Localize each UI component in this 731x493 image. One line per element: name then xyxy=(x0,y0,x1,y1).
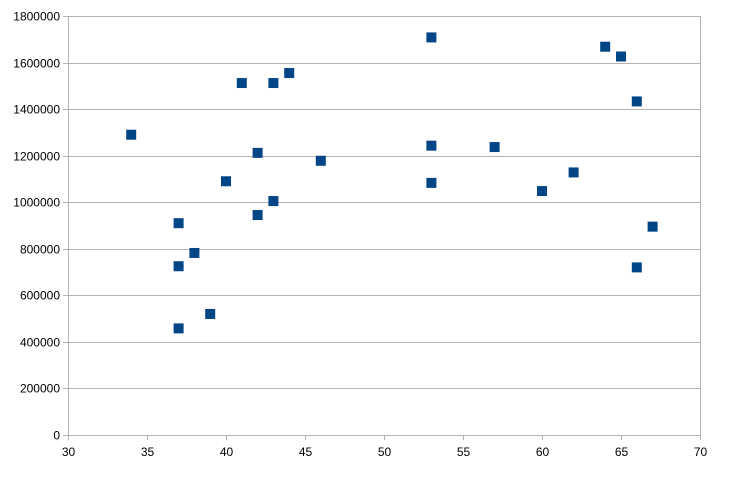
data-point xyxy=(647,221,658,232)
x-tick-label: 50 xyxy=(378,445,392,459)
x-tick-label: 55 xyxy=(457,445,471,459)
y-tick-label: 1000000 xyxy=(13,196,60,210)
x-tick-label: 60 xyxy=(536,445,550,459)
x-tick-label: 70 xyxy=(694,445,708,459)
data-point xyxy=(173,261,184,272)
data-point xyxy=(616,51,626,62)
data-point xyxy=(268,78,279,89)
data-points xyxy=(126,32,658,334)
y-tick-label: 1200000 xyxy=(13,150,60,164)
data-point xyxy=(268,196,279,207)
data-point xyxy=(426,177,437,188)
data-point xyxy=(205,308,216,319)
y-tick-label: 200000 xyxy=(20,382,60,396)
x-tick-label: 35 xyxy=(141,445,155,459)
data-point xyxy=(631,262,642,273)
data-point xyxy=(568,167,579,178)
data-point xyxy=(426,140,437,151)
data-point xyxy=(315,155,326,166)
data-point xyxy=(252,147,263,158)
x-tick-label: 40 xyxy=(220,445,234,459)
data-point xyxy=(221,176,231,187)
data-point xyxy=(236,78,247,89)
y-tick-label: 1600000 xyxy=(13,57,60,71)
x-axis-tick-labels: 30 35 40 45 50 55 60 65 70 xyxy=(62,445,708,459)
x-tick-label: 30 xyxy=(62,445,76,459)
y-tick-label: 1400000 xyxy=(13,103,60,117)
data-point xyxy=(284,68,295,79)
data-point xyxy=(489,142,500,153)
y-tick-label: 800000 xyxy=(20,243,60,257)
axes xyxy=(63,16,701,440)
data-point xyxy=(189,247,200,258)
gridlines xyxy=(68,16,700,436)
data-point xyxy=(537,186,547,197)
x-tick-label: 65 xyxy=(615,445,629,459)
y-tick-label: 600000 xyxy=(20,289,60,303)
y-axis-tick-labels: 0 200000 400000 600000 800000 1000000 1200000 1… xyxy=(13,10,60,443)
y-tick-label: 1800000 xyxy=(13,10,60,24)
data-point xyxy=(126,129,137,140)
data-point xyxy=(173,323,184,334)
data-point xyxy=(600,41,611,52)
data-point xyxy=(173,218,184,229)
data-point xyxy=(252,210,263,221)
data-point xyxy=(631,96,642,107)
y-tick-label: 400000 xyxy=(20,336,60,350)
y-tick-label: 0 xyxy=(53,429,60,443)
data-point xyxy=(426,32,437,43)
x-tick-label: 45 xyxy=(299,445,313,459)
